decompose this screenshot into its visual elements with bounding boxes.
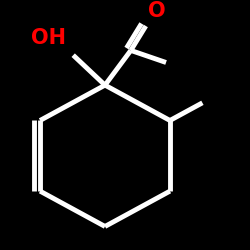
Text: OH: OH xyxy=(31,28,66,48)
Text: O: O xyxy=(148,1,166,21)
